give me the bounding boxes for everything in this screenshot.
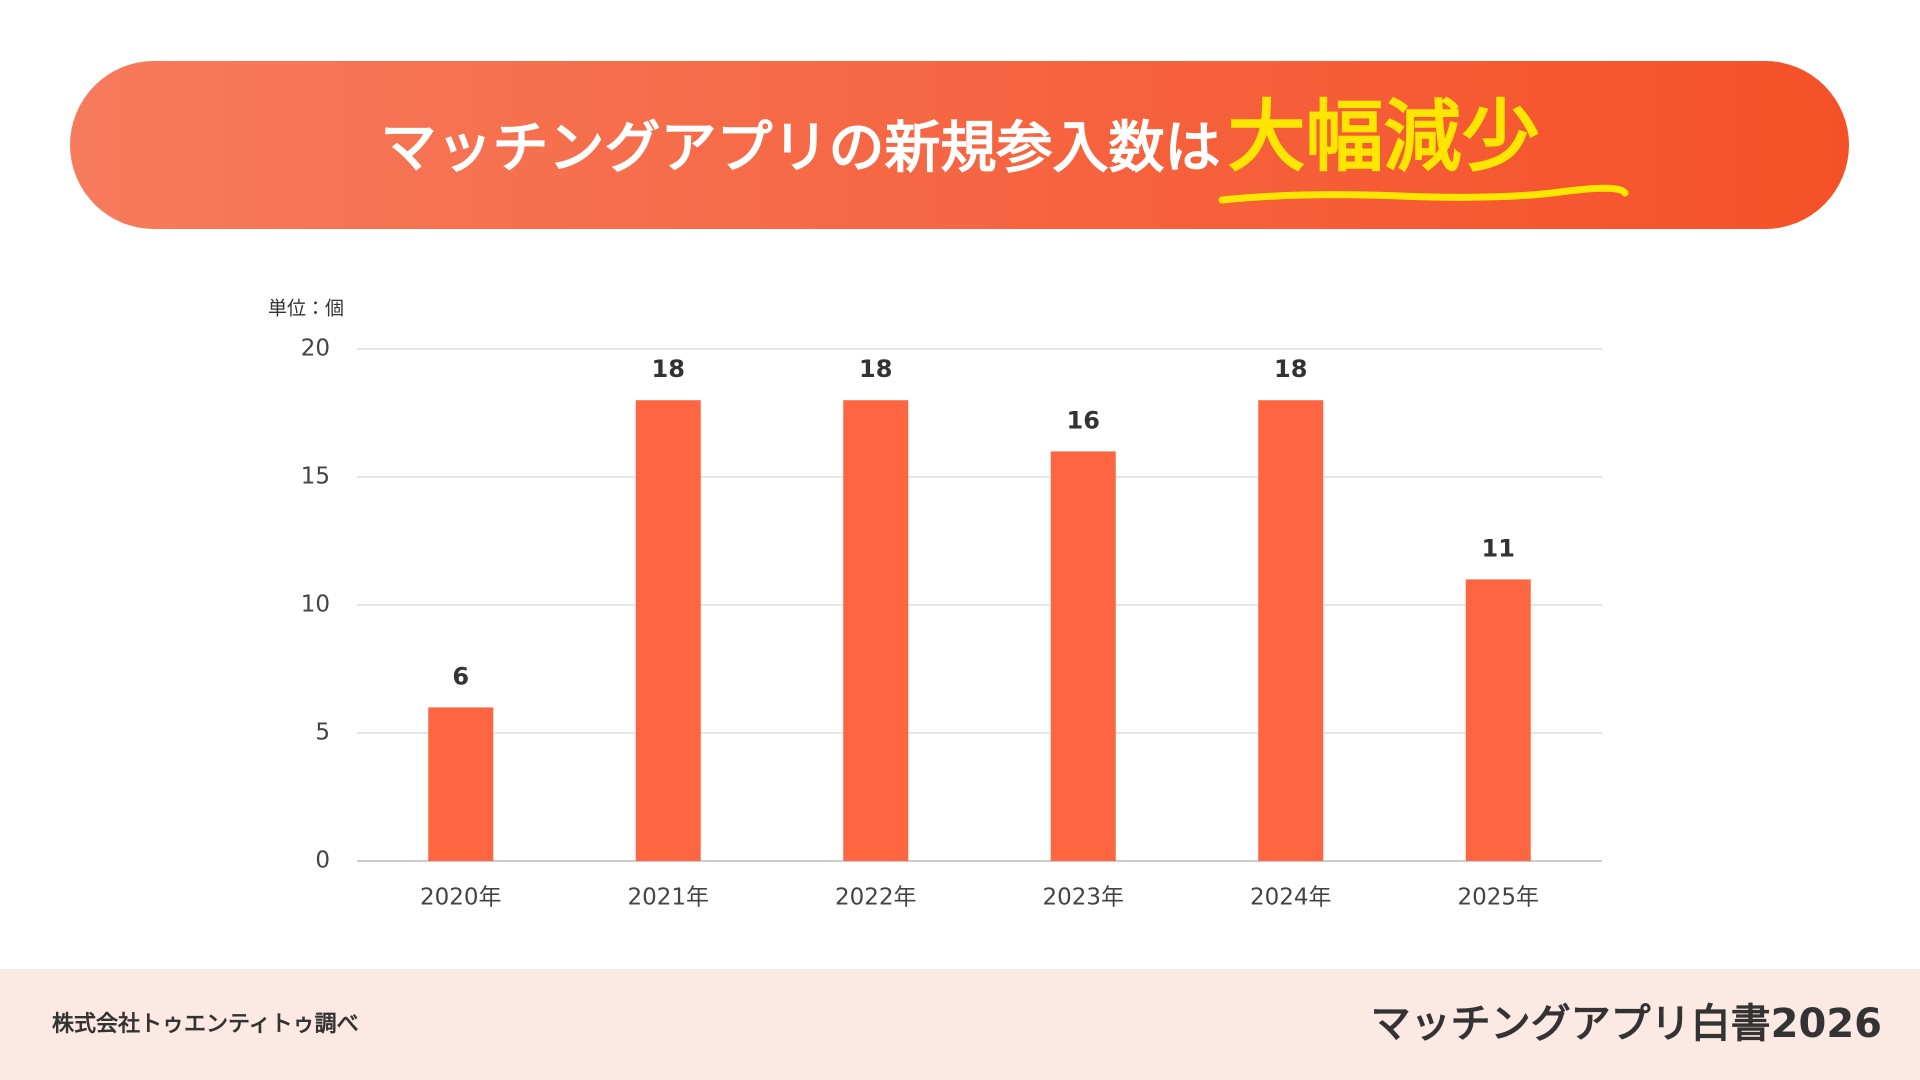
x-tick-label: 2022年 bbox=[835, 885, 917, 911]
unit-label: 単位：個 bbox=[268, 298, 344, 320]
bar bbox=[428, 707, 494, 861]
y-tick-label: 20 bbox=[301, 336, 330, 362]
value-label: 11 bbox=[1482, 534, 1515, 562]
x-tick-label: 2025年 bbox=[1457, 885, 1539, 911]
x-tick-label: 2021年 bbox=[627, 885, 709, 911]
value-label: 18 bbox=[652, 355, 685, 383]
value-label: 6 bbox=[452, 662, 469, 690]
x-tick-label: 2023年 bbox=[1042, 885, 1124, 911]
highlight-underline bbox=[1218, 184, 1629, 204]
title-highlight: 大幅減少 bbox=[1227, 92, 1539, 182]
value-label: 16 bbox=[1067, 406, 1100, 434]
bar bbox=[635, 400, 701, 861]
x-tick-label: 2024年 bbox=[1250, 885, 1332, 911]
x-tick-label: 2020年 bbox=[420, 885, 502, 911]
footer-source: 株式会社トゥエンティトゥ調べ bbox=[52, 1012, 359, 1037]
title-banner bbox=[70, 61, 1849, 229]
bar bbox=[1465, 579, 1531, 861]
y-tick-label: 0 bbox=[315, 848, 330, 874]
footer-band bbox=[0, 969, 1920, 1080]
bar bbox=[1050, 451, 1116, 861]
y-tick-label: 15 bbox=[301, 464, 330, 490]
chart-title: マッチングアプリの新規参入数は bbox=[380, 116, 1220, 181]
y-tick-label: 10 bbox=[301, 592, 330, 618]
footer-brand: マッチングアプリ白書2026 bbox=[1371, 1001, 1882, 1047]
plot: 0 5 10 15 20 2020年 6 2021年 18 2022年 18 2023年 16 2024年… bbox=[301, 336, 1602, 911]
bar bbox=[1258, 400, 1324, 861]
bar bbox=[843, 400, 909, 861]
value-label: 18 bbox=[859, 355, 892, 383]
value-label: 18 bbox=[1274, 355, 1307, 383]
y-tick-label: 5 bbox=[315, 720, 330, 746]
